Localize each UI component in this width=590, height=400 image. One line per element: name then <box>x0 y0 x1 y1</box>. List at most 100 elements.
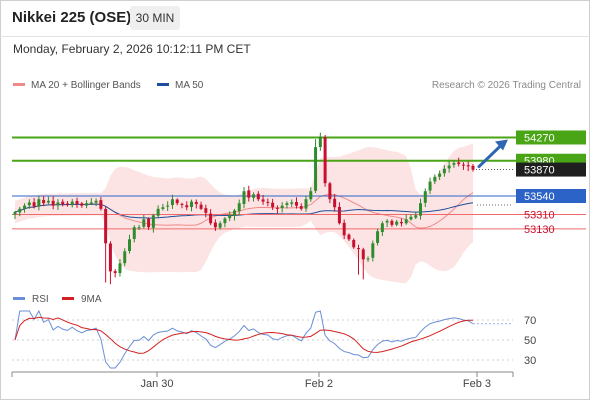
candle-body <box>56 202 60 206</box>
x-tick-label: Jan 30 <box>140 378 173 390</box>
candle-body <box>228 215 232 219</box>
candle-body <box>232 210 236 217</box>
candle-body <box>242 191 246 204</box>
candle-body <box>376 231 380 243</box>
candle-body <box>170 199 174 206</box>
candle-body <box>328 183 332 200</box>
candle-body <box>70 201 74 206</box>
candle-body <box>256 193 260 200</box>
legend-ma50-label: MA 50 <box>175 80 204 91</box>
candle-body <box>466 165 470 167</box>
candle-body <box>461 164 465 166</box>
candle-body <box>261 199 265 202</box>
chart-header: Nikkei 225 (OSE) 30 MIN <box>0 0 590 37</box>
interval-button[interactable]: 30 MIN <box>130 6 180 30</box>
candle-body <box>42 199 46 204</box>
candle-body <box>180 203 184 205</box>
candle-body <box>237 203 241 212</box>
candle-body <box>342 222 346 236</box>
resistance-tag-54270 <box>516 130 586 145</box>
candle-body <box>361 249 365 260</box>
candle-body <box>128 239 131 252</box>
last_price-label-53870: 53870 <box>524 165 555 177</box>
candle-body <box>285 203 289 205</box>
candle-body <box>137 227 141 229</box>
legend-bollinger-swatch <box>13 82 25 86</box>
forecast-arrow-head <box>495 139 508 151</box>
candle-body <box>151 215 155 228</box>
candle-body <box>333 198 337 208</box>
candle-body <box>414 215 418 218</box>
candle-body <box>404 219 408 224</box>
candle-body <box>23 205 27 209</box>
candle-body <box>147 218 151 228</box>
legend-rsi-label: RSI <box>32 294 49 305</box>
candle-body <box>409 216 413 220</box>
candle-body <box>175 199 179 204</box>
candle-body <box>18 208 22 213</box>
candle-body <box>161 207 165 209</box>
candle-body <box>247 190 251 198</box>
candle-body <box>99 200 103 209</box>
candle-body <box>80 203 84 206</box>
candle-body <box>94 200 98 203</box>
candle-body <box>395 221 399 225</box>
legend-9ma-label: 9MA <box>81 294 102 305</box>
last_price-tag-53870 <box>516 162 586 177</box>
candle-body <box>266 201 270 203</box>
candle-body <box>290 202 294 204</box>
candle-body <box>113 271 117 273</box>
candle-body <box>271 202 275 208</box>
candle-body <box>299 206 303 209</box>
candle-body <box>123 251 127 264</box>
legend-bollinger-label: MA 20 + Bollinger Bands <box>31 80 141 91</box>
candle-body <box>385 220 389 223</box>
candle-body <box>428 181 432 191</box>
candle-body <box>156 208 160 216</box>
candle-body <box>371 243 375 258</box>
candle-body <box>89 202 93 204</box>
legend-ma50-swatch <box>157 82 169 86</box>
candle-body <box>27 202 31 206</box>
candle-body <box>51 200 55 206</box>
candle-body <box>457 162 461 164</box>
bollinger-band <box>15 143 473 284</box>
legend-rsi-swatch <box>13 297 25 300</box>
x-tick-label: Feb 3 <box>463 378 491 390</box>
candle-body <box>166 205 170 207</box>
resistance-label-54270: 54270 <box>524 132 555 144</box>
header-divider <box>0 36 590 37</box>
candle-body <box>32 202 36 207</box>
candle-body <box>275 207 279 209</box>
candle-body <box>75 200 79 205</box>
candle-body <box>61 201 65 205</box>
candle-body <box>65 203 69 205</box>
candle-body <box>108 243 112 272</box>
candle-body <box>218 223 222 228</box>
candle-body <box>37 199 41 207</box>
pivot-tag-53540 <box>516 189 586 204</box>
candle-body <box>280 205 284 209</box>
pivot-label-53540: 53540 <box>524 191 555 203</box>
x-tick-label: Feb 2 <box>305 378 333 390</box>
candle-body <box>204 208 208 213</box>
candle-body <box>223 218 227 224</box>
candle-body <box>190 201 194 207</box>
candle-body <box>118 263 122 274</box>
rsi-9ma-line <box>14 316 474 354</box>
support-label-53310: 53310 <box>524 209 555 221</box>
candle-body <box>357 248 360 250</box>
candle-body <box>390 220 394 225</box>
candle-body <box>209 213 213 224</box>
candle-body <box>323 137 327 184</box>
candle-body <box>199 204 203 209</box>
candle-body <box>309 191 313 200</box>
candle-body <box>85 203 89 206</box>
legend-ma50: MA 50 <box>157 80 203 91</box>
candle-body <box>194 202 198 205</box>
timestamp: Monday, February 2, 2026 10:12:11 PM CET <box>13 42 251 56</box>
legend-bollinger: MA 20 + Bollinger Bands <box>13 80 141 91</box>
candle-body <box>213 222 217 228</box>
candle-body <box>304 199 308 209</box>
